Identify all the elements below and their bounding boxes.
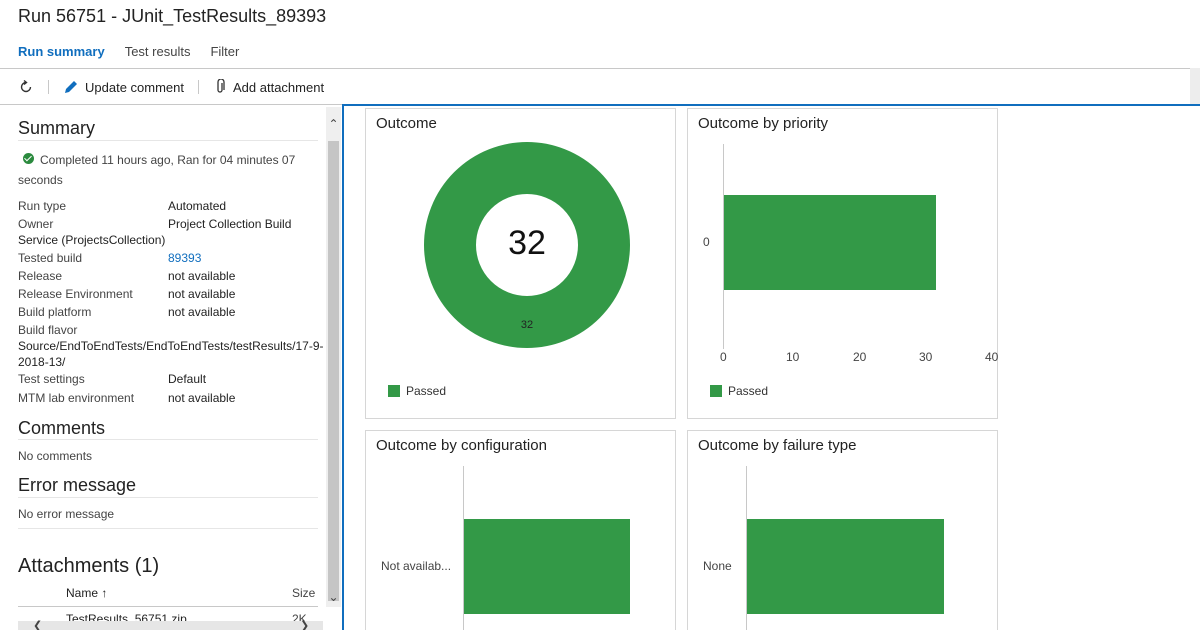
bar-passed-priority-0[interactable]: [724, 195, 936, 290]
build-flavor-value: Source/EndToEndTests/EndToEndTests/testR…: [18, 339, 324, 353]
status-text: Completed 11 hours ago, Ran for 04 minut…: [40, 153, 296, 167]
build-flavor-value-cont: 2018-13/: [18, 355, 66, 369]
page-title: Run 56751 - JUnit_TestResults_89393: [18, 6, 327, 26]
add-attachment-button[interactable]: Add attachment: [213, 79, 324, 95]
configuration-title: Outcome by configuration: [376, 437, 547, 454]
status-text-cont: seconds: [18, 173, 63, 187]
scroll-up-icon[interactable]: ⌃: [328, 117, 339, 131]
configuration-card: Outcome by configuration Not availab...: [365, 430, 676, 630]
page-scrollbar[interactable]: [1190, 68, 1200, 104]
bar-failure-none[interactable]: [747, 519, 944, 614]
owner-value: Project Collection Build: [168, 217, 292, 231]
legend-swatch-passed: [710, 385, 722, 397]
priority-card: Outcome by priority 0 0 10 20 30 40 Pass…: [687, 108, 998, 419]
configuration-category: Not availab...: [381, 559, 452, 573]
outcome-card: Outcome 32 32 Passed: [365, 108, 676, 419]
build-flavor-label: Build flavor: [18, 323, 78, 337]
outcome-title: Outcome: [376, 115, 437, 132]
attachments-heading: Attachments (1): [18, 555, 160, 577]
legend-label-passed: Passed: [728, 384, 769, 398]
y-axis: [463, 466, 464, 630]
check-icon: [23, 153, 34, 164]
run-type-label: Run type: [18, 199, 67, 213]
priority-title: Outcome by priority: [698, 115, 829, 132]
horizontal-scrollbar[interactable]: [18, 621, 323, 630]
mtm-value: not available: [168, 391, 236, 405]
comments-text: No comments: [18, 449, 93, 463]
outcome-donut: [424, 142, 630, 348]
build-platform-label: Build platform: [18, 305, 92, 319]
attachments-header-divider: [18, 606, 318, 607]
scroll-left-icon[interactable]: ❮: [33, 620, 43, 630]
test-settings-label: Test settings: [18, 372, 85, 386]
outcome-legend[interactable]: Passed: [388, 384, 446, 398]
y-axis: [746, 466, 747, 630]
x-tick: 10: [786, 350, 800, 364]
tab-test-results[interactable]: Test results: [124, 44, 191, 59]
release-env-value: not available: [168, 287, 236, 301]
release-label: Release: [18, 269, 63, 283]
summary-scrollbar[interactable]: ⌃: [326, 107, 341, 607]
summary-heading: Summary: [18, 118, 96, 138]
update-comment-button[interactable]: Update comment: [63, 79, 184, 95]
x-tick: 30: [919, 350, 933, 364]
tab-filter[interactable]: Filter: [210, 44, 240, 59]
tab-bar: Run summary Test results Filter: [18, 44, 239, 59]
priority-legend[interactable]: Passed: [710, 384, 768, 398]
add-attachment-label: Add attachment: [233, 79, 325, 95]
comments-divider: [18, 439, 318, 440]
x-tick: 0: [720, 350, 727, 364]
x-tick: 20: [853, 350, 867, 364]
run-type-value: Automated: [168, 199, 227, 213]
tested-build-label: Tested build: [18, 251, 83, 265]
summary-panel: [9, 107, 342, 630]
charts-area: [342, 104, 1200, 630]
owner-label: Owner: [18, 217, 54, 231]
owner-value-cont: Service (ProjectsCollection): [18, 233, 166, 247]
toolbar-separator: [198, 80, 199, 94]
scrollbar-thumb[interactable]: [328, 141, 339, 601]
y-axis: [723, 144, 724, 349]
error-divider: [18, 497, 318, 498]
toolbar-divider: [0, 104, 342, 105]
toolbar: Update comment Add attachment: [0, 72, 1200, 102]
build-platform-value: not available: [168, 305, 236, 319]
toolbar-separator: [48, 80, 49, 94]
failure-title: Outcome by failure type: [698, 437, 857, 454]
error-text: No error message: [18, 507, 115, 521]
legend-swatch-passed: [388, 385, 400, 397]
refresh-icon: [20, 79, 32, 93]
test-settings-value: Default: [168, 372, 207, 386]
release-env-label: Release Environment: [18, 287, 133, 301]
error-heading: Error message: [18, 475, 137, 495]
scroll-down-icon[interactable]: ⌄: [328, 590, 339, 604]
refresh-button[interactable]: [18, 79, 34, 95]
priority-category: 0: [703, 235, 710, 249]
error-bottom-divider: [18, 528, 318, 529]
tab-run-summary[interactable]: Run summary: [18, 44, 105, 59]
release-value: not available: [168, 269, 236, 283]
donut-slice-passed[interactable]: [424, 142, 630, 348]
attachment-more[interactable]: ...: [260, 612, 271, 626]
tested-build-link[interactable]: 89393: [168, 251, 202, 265]
comments-heading: Comments: [18, 418, 106, 438]
update-comment-label: Update comment: [85, 79, 184, 95]
bar-configuration[interactable]: [464, 519, 630, 614]
legend-label-passed: Passed: [406, 384, 447, 398]
scroll-right-icon[interactable]: ❯: [300, 620, 310, 630]
pencil-icon: [65, 81, 77, 93]
failure-category: None: [703, 559, 732, 573]
failure-card: Outcome by failure type None: [687, 430, 998, 630]
outcome-total: 32: [508, 224, 546, 262]
attachments-col-size[interactable]: Size: [292, 586, 316, 600]
slice-label: 32: [520, 319, 534, 331]
paperclip-icon: [217, 79, 225, 93]
header-divider: [0, 68, 1200, 69]
attachments-col-name[interactable]: Name ↑: [66, 586, 108, 600]
x-tick: 40: [985, 350, 999, 364]
mtm-label: MTM lab environment: [18, 391, 135, 405]
summary-divider: [18, 140, 318, 141]
